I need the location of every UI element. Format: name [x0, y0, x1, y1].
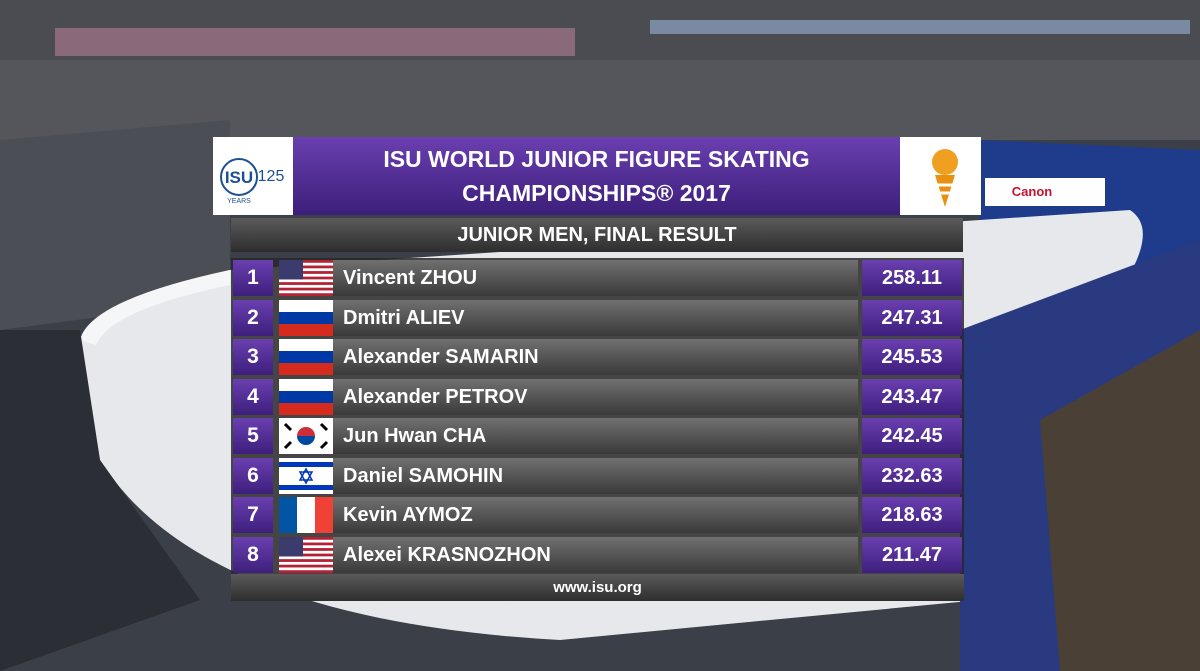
logo-sub: YEARS [227, 198, 251, 205]
skater-name: Daniel SAMOHIN [333, 457, 858, 494]
score: 232.63 [862, 457, 962, 494]
skater-name: Kevin AYMOZ [333, 497, 858, 533]
rank: 7 [233, 497, 273, 533]
isu-logo: ISU 125 YEARS [213, 137, 293, 215]
results-table: 1 Vincent ZHOU 258.11 2 Dmitri ALIEV 247.31 3 A… [231, 258, 964, 574]
score: 243.47 [862, 378, 962, 415]
logo-number: 125 [258, 168, 285, 185]
flag-graphic [279, 418, 333, 454]
score: 211.47 [862, 536, 962, 573]
flag-graphic [279, 299, 333, 336]
skater-name: Vincent ZHOU [333, 260, 858, 296]
skater-name: Alexander PETROV [333, 378, 858, 415]
flag [279, 418, 333, 454]
board-text: Canon [1012, 184, 1053, 199]
footer: www.isu.org [231, 574, 964, 601]
flag-graphic [279, 497, 333, 533]
skater-name: Alexander SAMARIN [333, 339, 858, 375]
flag-graphic [279, 260, 333, 296]
rank: 5 [233, 418, 273, 454]
flag-graphic [279, 457, 333, 494]
score: 245.53 [862, 339, 962, 375]
skater-name: Jun Hwan CHA [333, 418, 858, 454]
rank: 4 [233, 378, 273, 415]
skater-name: Dmitri ALIEV [333, 299, 858, 336]
subtitle: JUNIOR MEN, FINAL RESULT [231, 218, 963, 252]
flag [279, 339, 333, 375]
score: 242.45 [862, 418, 962, 454]
flag [279, 378, 333, 415]
score: 247.31 [862, 299, 962, 336]
flag [279, 457, 333, 494]
score: 218.63 [862, 497, 962, 533]
flag-graphic [279, 378, 333, 415]
title-line: ISU WORLD JUNIOR FIGURE SKATING [383, 146, 810, 172]
title-line: CHAMPIONSHIPS® 2017 [462, 180, 731, 206]
isu-logo-graphic: ISU 125 YEARS [220, 158, 285, 205]
event-logo [900, 137, 981, 215]
flag [279, 536, 333, 573]
skater-name: Alexei KRASNOZHON [333, 536, 858, 573]
rank: 6 [233, 457, 273, 494]
rank: 8 [233, 536, 273, 573]
rank: 1 [233, 260, 273, 296]
event-logo-graphic [932, 149, 958, 207]
flag-graphic [279, 339, 333, 375]
flag [279, 260, 333, 296]
flag [279, 497, 333, 533]
score: 258.11 [862, 260, 962, 296]
title-box: ISU WORLD JUNIOR FIGURE SKATING CHAMPION… [293, 137, 900, 215]
logo-main: ISU [225, 168, 253, 187]
rank: 2 [233, 299, 273, 336]
flag-graphic [279, 536, 333, 573]
flag [279, 299, 333, 336]
rank: 3 [233, 339, 273, 375]
